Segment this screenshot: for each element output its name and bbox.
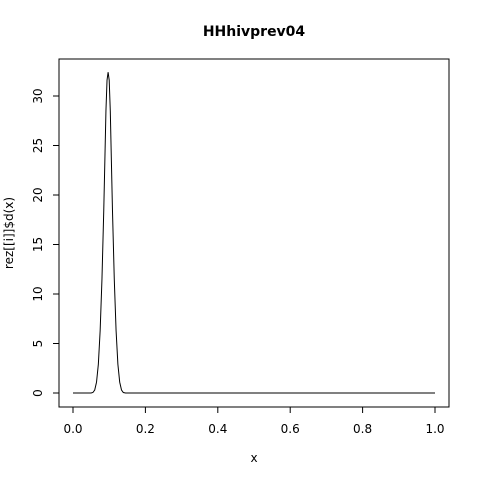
density-line	[73, 72, 435, 394]
y-tick-label: 30	[31, 88, 45, 103]
x-tick-label: 1.0	[425, 422, 444, 436]
y-tick-label: 0	[31, 389, 45, 397]
x-tick-label: 0.6	[281, 422, 300, 436]
y-tick-label: 25	[31, 138, 45, 153]
y-tick-label: 5	[31, 340, 45, 348]
x-axis: 0.0 0.2 0.4 0.6 0.8 1.0	[63, 406, 445, 436]
y-tick-label: 20	[31, 187, 45, 202]
x-tick-label: 0.0	[63, 422, 82, 436]
x-tick-label: 0.4	[208, 422, 227, 436]
x-tick-label: 0.8	[353, 422, 372, 436]
y-tick-label: 15	[31, 237, 45, 252]
y-axis: 0 5 10 15 20 25 30	[31, 88, 60, 397]
chart-title: HHhivprev04	[203, 24, 306, 40]
y-tick-label: 10	[31, 286, 45, 301]
y-axis-label: rez[[i]]$d(x)	[2, 197, 16, 269]
x-axis-label: x	[250, 451, 257, 465]
x-tick-label: 0.2	[136, 422, 155, 436]
